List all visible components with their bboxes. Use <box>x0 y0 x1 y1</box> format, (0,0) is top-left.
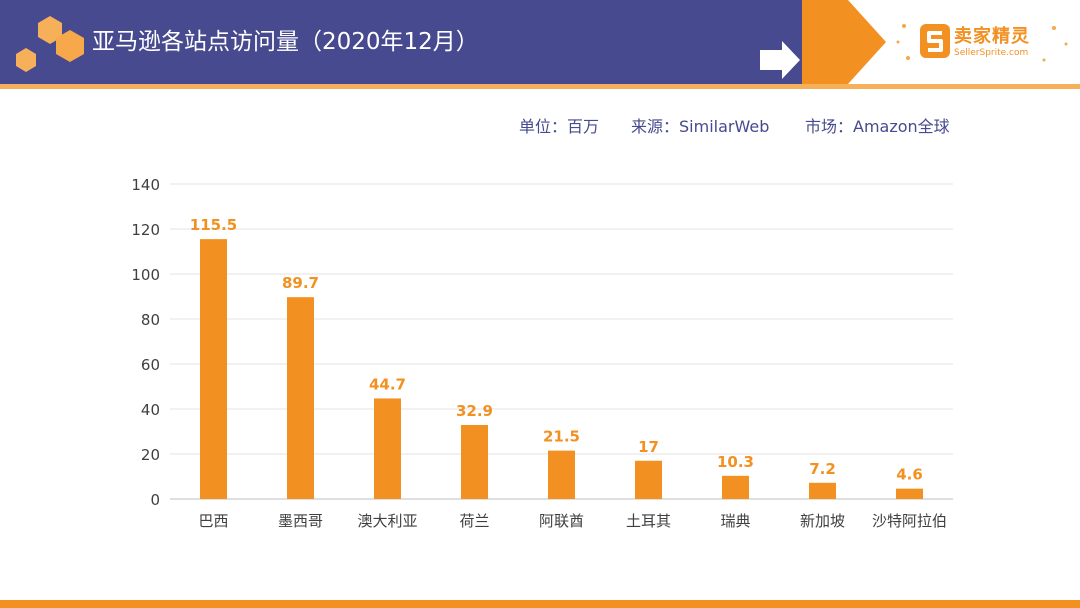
x-tick-label: 阿联酋 <box>539 512 584 530</box>
logo-subtitle: SellerSprite.com <box>954 48 1029 58</box>
page-title: 亚马逊各站点访问量（2020年12月） <box>92 29 479 55</box>
x-tick-label: 荷兰 <box>459 512 489 530</box>
s-logo-icon <box>896 24 1068 62</box>
data-label: 115.5 <box>190 216 237 234</box>
market-note: 市场：Amazon全球 <box>805 117 950 136</box>
hexagon-decoration-icon <box>16 16 84 72</box>
y-tick-label: 0 <box>150 491 160 509</box>
y-tick-label: 40 <box>141 401 160 419</box>
y-tick-label: 100 <box>131 266 160 284</box>
x-tick-label: 墨西哥 <box>278 512 323 530</box>
data-label: 21.5 <box>543 428 580 446</box>
bar <box>896 488 923 499</box>
arrow-decoration-icon <box>760 0 886 84</box>
bar <box>635 460 662 499</box>
bar <box>374 398 401 499</box>
bar-chart: 0 20 40 60 80 100 120 140 115.5 巴西 89.7 墨西哥 44.7 澳大利亚… <box>131 176 953 530</box>
data-label: 10.3 <box>717 453 754 471</box>
data-label: 4.6 <box>896 466 923 484</box>
logo-name: 卖家精灵 <box>954 26 1030 47</box>
bar <box>722 475 749 499</box>
data-label: 89.7 <box>282 274 319 292</box>
x-tick-label: 沙特阿拉伯 <box>872 512 947 530</box>
bar <box>200 239 227 499</box>
y-tick-label: 80 <box>141 311 160 329</box>
y-tick-label: 60 <box>141 356 160 374</box>
x-tick-label: 新加坡 <box>800 512 845 530</box>
bar <box>809 482 836 499</box>
sellersprite-logo: 卖家精灵 SellerSprite.com <box>894 14 1074 74</box>
bar <box>461 424 488 499</box>
y-tick-label: 120 <box>131 221 160 239</box>
x-tick-label: 巴西 <box>198 512 228 530</box>
data-label: 44.7 <box>369 375 406 393</box>
data-label: 7.2 <box>809 460 836 478</box>
bar <box>287 297 314 499</box>
source-note: 来源：SimilarWeb <box>631 117 770 136</box>
header: 亚马逊各站点访问量（2020年12月） 卖家精灵 SellerSprite.co… <box>0 0 1080 89</box>
data-label: 17 <box>638 438 659 456</box>
data-label: 32.9 <box>456 402 493 420</box>
bottom-bar <box>0 600 1080 608</box>
header-divider <box>0 84 1080 89</box>
x-tick-label: 澳大利亚 <box>357 512 417 530</box>
unit-note: 单位：百万 <box>519 117 600 136</box>
bar <box>548 450 575 499</box>
y-tick-label: 20 <box>141 446 160 464</box>
header-band <box>0 0 848 84</box>
y-tick-label: 140 <box>131 176 160 194</box>
x-tick-label: 瑞典 <box>720 512 750 530</box>
x-tick-label: 土耳其 <box>626 512 671 530</box>
